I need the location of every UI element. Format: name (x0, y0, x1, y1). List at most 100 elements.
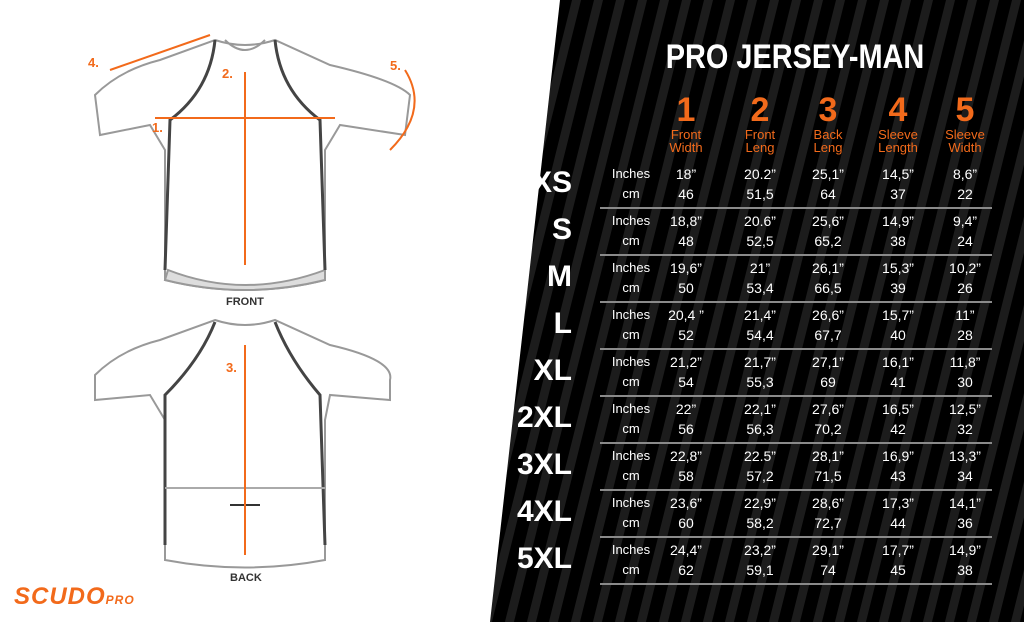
column-number: 2 (750, 91, 770, 129)
inches-value: 25,6” (812, 213, 844, 229)
unit-labels: Inches cm (610, 540, 652, 580)
measurement-cell: 22” 56 (651, 399, 721, 439)
column-label: Front (670, 127, 702, 142)
measurement-cell: 20.6” 52,5 (725, 211, 795, 251)
cm-label: cm (622, 468, 640, 483)
cm-value: 38 (957, 562, 973, 578)
cm-value: 66,5 (814, 280, 842, 296)
inches-value: 19,6” (670, 260, 702, 276)
inches-label: Inches (611, 213, 651, 228)
size-row: L Inches cm 20,4 ” 52 21,4” 54,4 26,6” 67,7 15,7… (554, 303, 992, 350)
inches-value: 22,9” (744, 495, 776, 511)
cm-label: cm (622, 327, 640, 342)
inches-value: 25,1” (812, 166, 844, 182)
cm-value: 57,2 (746, 468, 774, 484)
inches-value: 20.2” (744, 166, 776, 182)
cm-value: 59,1 (746, 562, 774, 578)
measurement-cell: 22.5” 57,2 (725, 446, 795, 486)
unit-labels: Inches cm (610, 164, 652, 204)
measurement-cell: 17,3” 44 (863, 493, 933, 533)
unit-labels: Inches cm (610, 258, 652, 298)
inches-value: 24,4” (670, 542, 702, 558)
front-label: FRONT (226, 296, 264, 308)
measurement-cell: 14,9” 38 (930, 540, 1000, 580)
cm-value: 74 (820, 562, 836, 578)
cm-value: 32 (957, 421, 973, 437)
measurement-cell: 21,2” 54 (651, 352, 721, 392)
inches-value: 23,2” (744, 542, 776, 558)
measurement-cell: 28,1” 71,5 (793, 446, 863, 486)
cm-value: 51,5 (746, 186, 774, 202)
column-header: 2 Front Leng (725, 92, 795, 154)
measurement-cell: 9,4” 24 (930, 211, 1000, 251)
column-number: 4 (888, 91, 908, 129)
cm-value: 64 (820, 186, 836, 202)
inches-value: 11,8” (949, 354, 981, 370)
inches-value: 22,8” (670, 448, 702, 464)
inches-value: 18,8” (670, 213, 702, 229)
column-label: Back (813, 127, 843, 142)
inches-value: 14,9” (882, 213, 914, 229)
cm-value: 60 (678, 515, 694, 531)
measurement-cell: 21,7” 55,3 (725, 352, 795, 392)
cm-value: 67,7 (814, 327, 842, 343)
cm-value: 24 (957, 233, 973, 249)
inches-label: Inches (611, 401, 651, 416)
size-label: 2XL (516, 401, 572, 434)
measurement-cell: 11,8” 30 (930, 352, 1000, 392)
measurement-cell: 18” 46 (651, 164, 721, 204)
measurement-cell: 29,1” 74 (793, 540, 863, 580)
cm-value: 54 (678, 374, 694, 390)
inches-value: 20.6” (744, 213, 776, 229)
size-row: 4XL Inches cm 23,6” 60 22,9” 58,2 28,6” 72,7 17,… (517, 491, 992, 538)
cm-value: 72,7 (814, 515, 842, 531)
cm-value: 48 (678, 233, 694, 249)
inches-value: 14,9” (949, 542, 981, 558)
inches-value: 27,1” (812, 354, 844, 370)
measurement-cell: 10,2” 26 (930, 258, 1000, 298)
column-label: Length (878, 140, 918, 155)
unit-labels: Inches cm (610, 305, 652, 345)
size-label: M (547, 260, 572, 293)
marker-1: 1. (152, 120, 163, 135)
measurement-cell: 16,1” 41 (863, 352, 933, 392)
measurement-cell: 22,8” 58 (651, 446, 721, 486)
measurement-cell: 27,6” 70,2 (793, 399, 863, 439)
size-label: XS (531, 166, 572, 199)
marker-2: 2. (222, 66, 233, 81)
size-label: L (553, 307, 572, 340)
size-row: M Inches cm 19,6” 50 21” 53,4 26,1” 66,5 15,3” 39… (547, 256, 992, 303)
inches-value: 21,4” (744, 307, 776, 323)
column-header: 3 Back Leng (793, 92, 863, 154)
inches-value: 17,7” (882, 542, 914, 558)
measurement-cell: 14,1” 36 (930, 493, 1000, 533)
inches-value: 10,2” (949, 260, 981, 276)
inches-value: 18” (675, 166, 697, 182)
measurement-cell: 8,6” 22 (930, 164, 1000, 204)
marker-5: 5. (390, 58, 401, 73)
cm-value: 46 (678, 186, 694, 202)
cm-value: 44 (890, 515, 906, 531)
cm-value: 45 (890, 562, 906, 578)
cm-label: cm (622, 562, 640, 577)
column-label: Leng (813, 140, 843, 155)
unit-labels: Inches cm (610, 399, 652, 439)
column-label: Width (669, 140, 703, 155)
measurement-cell: 25,1” 64 (793, 164, 863, 204)
inches-value: 21,2” (670, 354, 702, 370)
column-label: Width (948, 140, 982, 155)
back-label: BACK (230, 572, 262, 584)
cm-value: 30 (957, 374, 973, 390)
cm-value: 40 (890, 327, 906, 343)
inches-value: 23,6” (670, 495, 702, 511)
size-row: 5XL Inches cm 24,4” 62 23,2” 59,1 29,1” 74 17,7”… (517, 538, 992, 585)
cm-value: 50 (678, 280, 694, 296)
cm-value: 55,3 (746, 374, 774, 390)
brand-logo: SCUDOPRO (14, 583, 135, 610)
measurement-cell: 14,9” 38 (863, 211, 933, 251)
measurement-cell: 21” 53,4 (725, 258, 795, 298)
column-header: 5 Sleeve Width (930, 92, 1000, 154)
cm-label: cm (622, 515, 640, 530)
inches-value: 21” (749, 260, 771, 276)
marker-4: 4. (88, 55, 99, 70)
